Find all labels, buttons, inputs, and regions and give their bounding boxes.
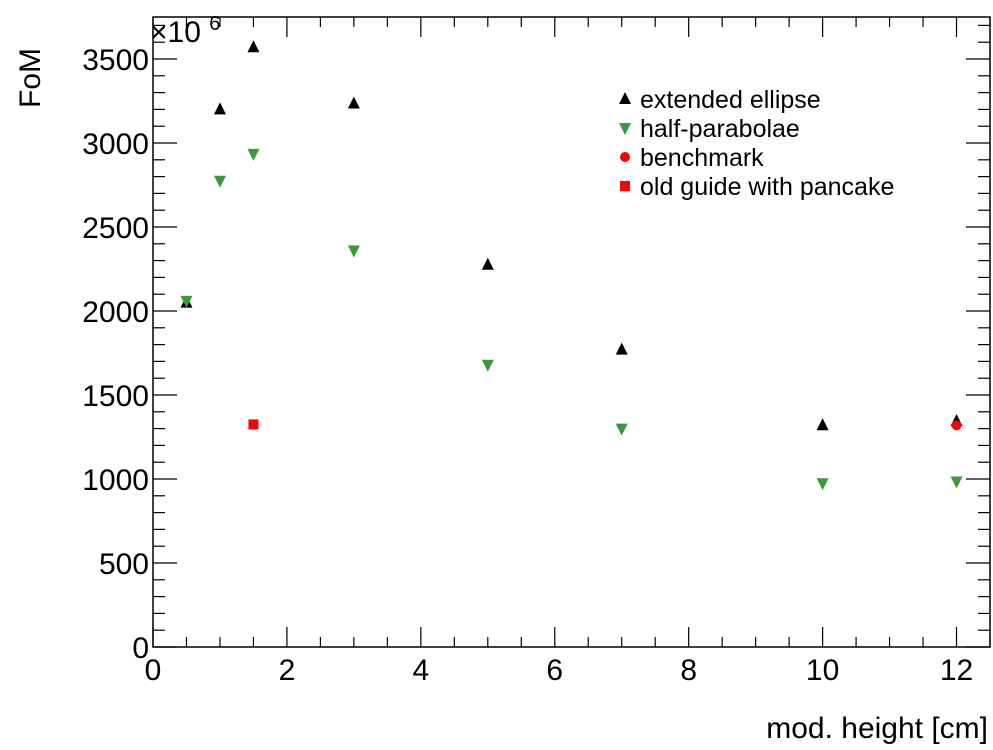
x-tick-label: 4 [412,654,429,687]
data-point-triangle-up [615,342,628,355]
y-axis-label: FoM [14,48,47,108]
y-multiplier-base: ×10 [150,16,201,49]
data-point-triangle-down [347,245,360,258]
y-tick-label: 0 [132,632,149,665]
legend-label: benchmark [640,144,764,172]
x-tick-label: 6 [546,654,563,687]
y-multiplier-exponent: 6 [209,13,220,35]
data-point-triangle-down [481,359,494,372]
data-point-triangle-down [247,148,260,161]
y-tick-label: 3000 [82,128,149,161]
legend-marker-triangle-up [619,92,631,104]
y-tick-label: 2000 [82,296,149,329]
legend-label: extended ellipse [640,86,821,114]
x-tick-label: 0 [145,654,162,687]
data-point-triangle-up [347,96,360,109]
legend: extended ellipsehalf-parabolaebenchmarko… [619,86,894,201]
data-point-circle [951,420,962,431]
legend-label: half-parabolae [640,115,800,143]
data-point-triangle-up [481,257,494,270]
plot-frame [152,16,991,648]
y-tick-label: 2500 [82,212,149,245]
legend-marker-circle [620,152,630,162]
y-tick-label: 1000 [82,464,149,497]
x-tick-label: 12 [940,654,973,687]
y-tick-label: 500 [99,548,149,581]
y-tick-label: 3500 [82,44,149,77]
legend-label: old guide with pancake [640,173,894,201]
data-point-triangle-up [213,102,226,115]
x-axis-label: mod. height [cm] [766,712,988,745]
data-point-triangle-up [816,418,829,431]
legend-marker-triangle-down [619,123,631,135]
data-point-triangle-up [247,40,260,53]
data-point-triangle-down [816,478,829,491]
x-tick-label: 8 [680,654,697,687]
x-tick-label: 10 [806,654,839,687]
x-tick-label: 2 [279,654,296,687]
data-point-triangle-down [180,295,193,308]
data-point-triangle-down [213,175,226,188]
legend-marker-square [620,181,630,191]
data-point-triangle-down [615,423,628,436]
y-tick-label: 1500 [82,380,149,413]
data-point-square [248,419,259,430]
data-point-triangle-down [950,476,963,489]
y-multiplier: ×10 6 [150,13,220,49]
